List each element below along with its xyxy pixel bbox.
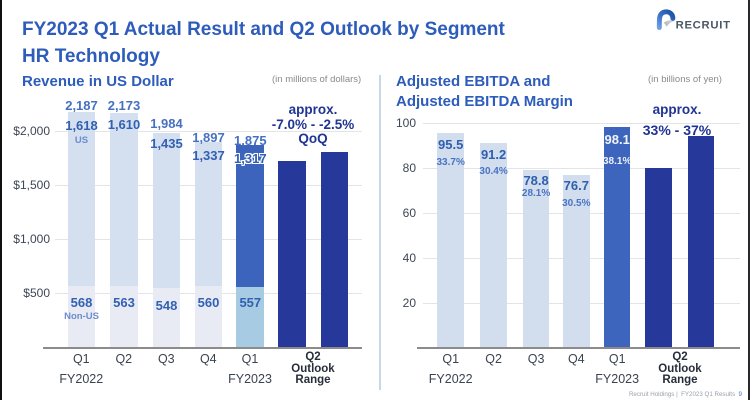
svg-text:RECRUIT: RECRUIT <box>676 20 731 32</box>
